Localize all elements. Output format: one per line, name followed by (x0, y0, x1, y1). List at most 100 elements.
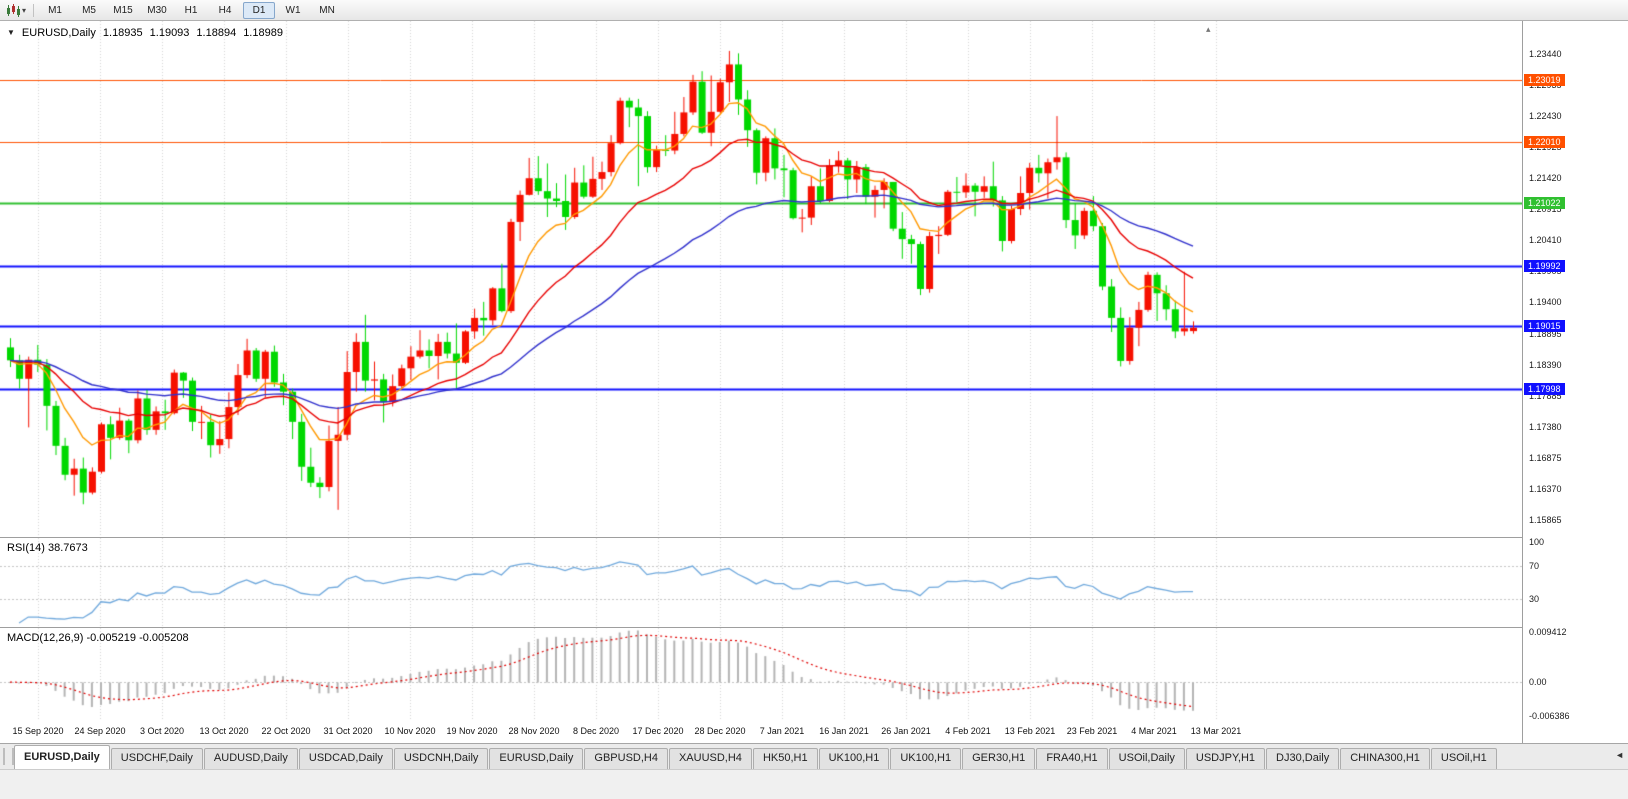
price-tick-label: 1.17380 (1529, 421, 1562, 432)
price-tick-label: 1.23440 (1529, 48, 1562, 59)
rsi-tick-label: 100 (1529, 537, 1545, 547)
rsi-indicator-label: RSI(14) 38.7673 (7, 542, 88, 554)
date-label: 28 Nov 2020 (508, 726, 560, 736)
timeframe-button-w1[interactable]: W1 (285, 4, 301, 16)
tab-xauusd-h4-7[interactable]: XAUUSD,H4 (668, 748, 752, 769)
timeframe-button-m5[interactable]: M5 (82, 4, 96, 16)
timeframe-button-m1[interactable]: M1 (48, 4, 62, 16)
hline-price-badge: 1.19992 (1524, 260, 1565, 273)
chart-high-value: 1.19093 (149, 27, 190, 39)
date-label: 4 Mar 2021 (1131, 726, 1177, 736)
tab-dj30-daily-15[interactable]: DJ30,Daily (1266, 748, 1340, 769)
time-scale[interactable]: 15 Sep 2020 24 Sep 2020 3 Oct 2020 13 Oct 2… (0, 720, 1522, 743)
date-label: 13 Feb 2021 (1004, 726, 1056, 736)
chart-symbol-label: EURUSD,Daily (21, 27, 96, 39)
price-tick-label: 1.15865 (1529, 514, 1562, 525)
date-label: 13 Oct 2020 (199, 726, 249, 736)
tab-hk50-h1-8[interactable]: HK50,H1 (752, 748, 818, 769)
hline-price-badge: 1.19015 (1524, 320, 1565, 333)
timeframe-button-m15[interactable]: M15 (113, 4, 133, 16)
date-label: 8 Dec 2020 (572, 726, 620, 736)
price-tick-label: 1.18895 (1529, 328, 1562, 339)
date-label: 17 Dec 2020 (632, 726, 684, 736)
price-scale[interactable]: 1.234401.229351.224301.219251.214201.209… (1523, 21, 1628, 743)
chart-low-value: 1.18894 (196, 27, 237, 39)
chart-ohlc-header: ▼ EURUSD,Daily 1.18935 1.19093 1.18894 1… (7, 27, 283, 39)
timeframe-button-d1[interactable]: D1 (243, 1, 276, 19)
date-label: 13 Mar 2021 (1190, 726, 1242, 736)
date-label: 24 Sep 2020 (74, 726, 126, 736)
price-tick-label: 1.18390 (1529, 359, 1562, 370)
date-label: 7 Jan 2021 (759, 726, 805, 736)
price-tick-label: 1.21420 (1529, 173, 1562, 184)
tab-uk100-h1-9[interactable]: UK100,H1 (818, 748, 890, 769)
chart-type-button[interactable]: ▾ (4, 2, 28, 19)
hline-price-badge: 1.17998 (1524, 382, 1565, 395)
timeframe-button-m30[interactable]: M30 (147, 4, 167, 16)
toolbar-separator (33, 3, 35, 17)
date-label: 3 Oct 2020 (139, 726, 185, 736)
price-tick-label: 1.17885 (1529, 390, 1562, 401)
date-label: 28 Dec 2020 (694, 726, 746, 736)
tab-uk100-h1-10[interactable]: UK100,H1 (890, 748, 962, 769)
price-tick-label: 1.16875 (1529, 452, 1562, 463)
timeframe-button-h4[interactable]: H4 (218, 4, 232, 16)
timeframe-buttons: M1 M5 M15 M30 H1 H4 D1 W1 MN (39, 1, 343, 19)
macd-tick-label: -0.006386 (1529, 711, 1570, 721)
tab-eurusd-daily-0[interactable]: EURUSD,Daily (14, 745, 110, 769)
tab-usdcad-daily-3[interactable]: USDCAD,Daily (298, 748, 393, 769)
tab-usdchf-daily-1[interactable]: USDCHF,Daily (110, 748, 203, 769)
tab-audusd-daily-2[interactable]: AUDUSD,Daily (203, 748, 298, 769)
date-label: 22 Oct 2020 (261, 726, 311, 736)
price-tick-label: 1.20915 (1529, 204, 1562, 215)
price-tick-label: 1.19400 (1529, 297, 1562, 308)
tab-usoil-daily-13[interactable]: USOil,Daily (1108, 748, 1185, 769)
date-label: 26 Jan 2021 (881, 726, 931, 736)
chart-window: ▼ EURUSD,Daily 1.18935 1.19093 1.18894 1… (0, 21, 1628, 743)
rsi-panel-separator[interactable] (0, 537, 1628, 538)
rsi-tick-label: 70 (1529, 561, 1540, 572)
tab-usoil-h1-17[interactable]: USOil,H1 (1430, 748, 1497, 769)
status-bar (0, 769, 1628, 799)
chart-close-value: 1.18989 (243, 27, 283, 39)
date-label: 23 Feb 2021 (1066, 726, 1118, 736)
tab-ger30-h1-11[interactable]: GER30,H1 (962, 748, 1036, 769)
macd-panel-separator[interactable] (0, 627, 1628, 628)
tab-china300-h1-16[interactable]: CHINA300,H1 (1340, 748, 1430, 769)
tab-bar-grip (3, 748, 14, 765)
date-label: 4 Feb 2021 (945, 726, 991, 736)
rsi-panel-canvas[interactable] (0, 538, 1522, 627)
timeframe-button-h1[interactable]: H1 (184, 4, 198, 16)
price-tick-label: 1.16370 (1529, 483, 1562, 494)
chart-open-value: 1.18935 (102, 27, 143, 39)
macd-panel-canvas[interactable] (0, 628, 1522, 720)
tab-eurusd-daily-5[interactable]: EURUSD,Daily (489, 748, 584, 769)
rsi-tick-label: 30 (1529, 593, 1540, 604)
tab-usdcnh-daily-4[interactable]: USDCNH,Daily (393, 748, 489, 769)
chart-up-arrow-icon[interactable]: ▴ (1206, 24, 1211, 34)
chart-tab-bar: EURUSD,Daily USDCHF,Daily AUDUSD,Daily USDC… (0, 743, 1628, 769)
hline-price-badge: 1.21022 (1524, 196, 1565, 209)
top-toolbar: ▾ M1 M5 M15 M30 H1 H4 D1 W1 MN (0, 0, 1628, 21)
price-tick-label: 1.22430 (1529, 111, 1562, 122)
main-chart-canvas[interactable] (0, 21, 1522, 537)
date-label: 15 Sep 2020 (12, 726, 64, 736)
macd-indicator-label: MACD(12,26,9) -0.005219 -0.005208 (7, 632, 189, 644)
date-label: 19 Nov 2020 (446, 726, 498, 736)
date-label: 10 Nov 2020 (384, 726, 436, 736)
chevron-down-icon: ▾ (22, 5, 27, 15)
macd-tick-label: 0.00 (1529, 677, 1547, 688)
tab-usdjpy-h1-14[interactable]: USDJPY,H1 (1185, 748, 1266, 769)
price-tick-label: 1.20410 (1529, 235, 1562, 246)
hline-price-badge: 1.22010 (1524, 135, 1565, 148)
price-scale-separator (1522, 21, 1523, 743)
date-label: 16 Jan 2021 (819, 726, 869, 736)
tab-gbpusd-h4-6[interactable]: GBPUSD,H4 (584, 748, 668, 769)
macd-tick-label: 0.009412 (1529, 627, 1567, 637)
timeframe-button-mn[interactable]: MN (319, 4, 335, 16)
one-click-trading-icon[interactable]: ▼ (7, 28, 15, 37)
tab-fra40-h1-12[interactable]: FRA40,H1 (1036, 748, 1108, 769)
date-label: 31 Oct 2020 (323, 726, 373, 736)
candlestick-chart-icon (7, 3, 20, 17)
